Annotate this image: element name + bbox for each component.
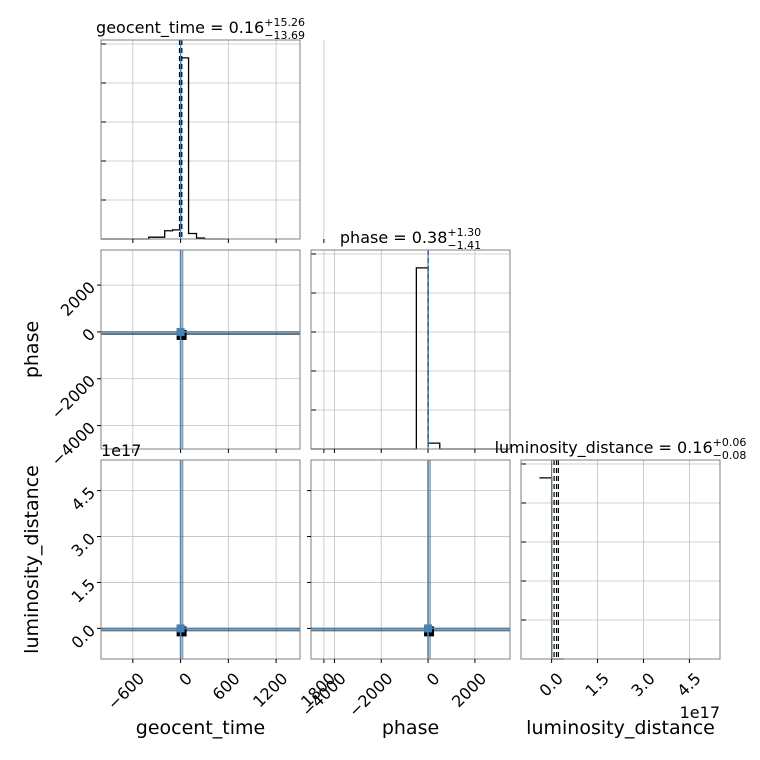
truth-marker — [424, 624, 433, 633]
x-tick-label: −2000 — [345, 669, 397, 721]
x-axis-label-phase: phase — [382, 717, 439, 739]
hist-frame — [100, 39, 301, 240]
scatter-frame — [310, 459, 511, 660]
x-tick-label: 1.5 — [581, 669, 612, 700]
x-tick-label: 3.0 — [627, 669, 658, 700]
x-tick-label: 2000 — [448, 669, 490, 711]
x-tick-label: −600 — [104, 669, 149, 714]
title-value: geocent_time = 0.16 — [96, 18, 264, 38]
y-tick-label: 1.5 — [68, 575, 99, 606]
hist-panel-phase: phase = 0.38+1.30 −1.41 — [310, 226, 511, 453]
hist-grid-luminosity_distance — [521, 460, 720, 659]
hist-frame — [520, 459, 721, 660]
x-tick-label: 4.5 — [673, 669, 704, 700]
scatter-frame — [100, 459, 301, 660]
scatter-grid — [101, 250, 325, 449]
hist-panel-luminosity_distance: luminosity_distance = 0.16+0.06 −0.08 — [495, 436, 747, 663]
hist-frame — [310, 249, 511, 450]
hist-title-phase: phase = 0.38+1.30 −1.41 — [340, 226, 481, 252]
y-exponent-label: 1e17 — [101, 441, 141, 460]
title-value: phase = 0.38 — [340, 228, 447, 247]
histogram-phase — [311, 267, 510, 450]
x-axis-label-geocent_time: geocent_time — [136, 717, 265, 739]
scatter-panel-geocent_time-luminosity_distance — [97, 459, 325, 663]
hist-grid-phase — [311, 250, 510, 449]
title-upper-error: +1.30 — [447, 226, 481, 239]
x-tick-label: 0.0 — [535, 669, 566, 700]
y-tick-label: 2000 — [57, 278, 99, 320]
title-lower-error: −13.69 — [264, 29, 305, 42]
y-tick-label: 0.0 — [68, 621, 99, 652]
hist-title-geocent_time: geocent_time = 0.16+15.26 −13.69 — [96, 16, 305, 42]
title-lower-error: −1.41 — [447, 239, 481, 252]
y-tick-label: −2000 — [47, 371, 99, 423]
histogram-geocent_time — [101, 57, 229, 240]
y-tick-label: −4000 — [47, 418, 99, 470]
hist-title-luminosity_distance: luminosity_distance = 0.16+0.06 −0.08 — [495, 436, 747, 462]
x-tick-label: 1200 — [249, 669, 291, 711]
y-axis-label-luminosity_distance: luminosity_distance — [21, 465, 43, 654]
scatter-panel-phase-luminosity_distance — [307, 459, 511, 663]
truth-marker — [176, 624, 185, 633]
x-tick-label: 0 — [175, 669, 196, 690]
x-axis-label-luminosity_distance: luminosity_distance — [526, 717, 715, 739]
x-tick-label: 0 — [423, 669, 444, 690]
y-tick-label: 0 — [78, 325, 99, 346]
title-value: luminosity_distance = 0.16 — [495, 438, 713, 458]
y-tick-label: 3.0 — [68, 529, 99, 560]
title-upper-error: +15.26 — [264, 16, 305, 29]
y-tick-label: 4.5 — [68, 483, 99, 514]
scatter-panel-geocent_time-phase — [97, 249, 325, 453]
scatter-frame — [100, 249, 301, 450]
hist-grid-geocent_time — [101, 40, 325, 239]
scatter-grid — [311, 460, 510, 659]
hist-panel-geocent_time: geocent_time = 0.16+15.26 −13.69 — [96, 16, 325, 243]
x-tick-label: 600 — [209, 669, 244, 704]
title-upper-error: +0.06 — [713, 436, 747, 449]
y-axis-label-phase: phase — [21, 321, 43, 378]
title-lower-error: −0.08 — [713, 449, 747, 462]
x-exponent-label: 1e17 — [680, 703, 720, 722]
truth-marker — [176, 327, 185, 336]
